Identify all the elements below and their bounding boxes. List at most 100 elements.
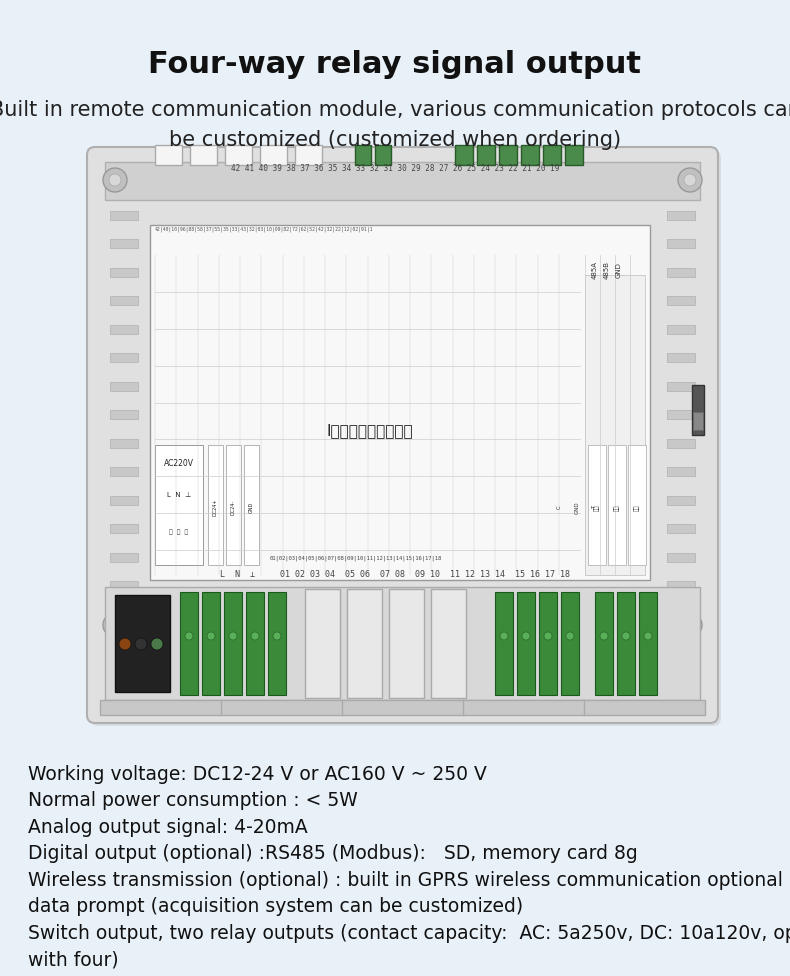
Circle shape	[678, 613, 702, 637]
Text: 日标: 日标	[634, 505, 640, 510]
Bar	[295, 145, 322, 165]
Text: AC220V: AC220V	[164, 460, 194, 468]
Circle shape	[544, 632, 552, 640]
Bar	[105, 587, 700, 700]
Circle shape	[229, 632, 237, 640]
Text: Normal power consumption : < 5W: Normal power consumption : < 5W	[28, 792, 358, 810]
Bar	[110, 496, 138, 505]
Bar	[585, 275, 645, 575]
Bar	[110, 382, 138, 390]
Bar	[110, 410, 138, 420]
Bar	[539, 592, 557, 695]
Circle shape	[151, 638, 163, 650]
Text: 行标: 行标	[594, 505, 600, 510]
Bar	[244, 445, 259, 565]
Text: 485B: 485B	[604, 261, 610, 279]
Text: data prompt (acquisition system can be customized): data prompt (acquisition system can be c…	[28, 897, 523, 916]
Circle shape	[207, 632, 215, 640]
Bar	[628, 445, 646, 565]
Bar	[639, 592, 657, 695]
Bar	[455, 145, 473, 165]
Circle shape	[600, 632, 608, 640]
Bar	[110, 239, 138, 249]
Bar	[105, 162, 700, 200]
Bar	[495, 592, 513, 695]
Text: L  N  ⊥: L N ⊥	[167, 492, 191, 498]
Text: Built in remote communication module, various communication protocols can: Built in remote communication module, va…	[0, 100, 790, 120]
Bar	[155, 445, 203, 565]
Bar	[667, 297, 695, 305]
Bar	[110, 468, 138, 476]
Text: 42 41 40 39 38 37 36 35 34 33 32 31 30 29 28 27 26 25 24 23 22 21 20 19: 42 41 40 39 38 37 36 35 34 33 32 31 30 2…	[231, 164, 559, 173]
Text: 国标: 国标	[614, 505, 620, 510]
Text: T: T	[592, 506, 597, 509]
Bar	[667, 438, 695, 448]
Text: 01|02|03|04|05|06|07|08|09|10|11|12|13|14|15|16|17|18: 01|02|03|04|05|06|07|08|09|10|11|12|13|1…	[270, 555, 442, 561]
Bar	[692, 385, 704, 435]
Bar	[225, 145, 252, 165]
Text: 485A: 485A	[592, 261, 598, 279]
Bar	[667, 382, 695, 390]
Text: L  N  ⊥     01 02 03 04  05 06  07 08  09 10  11 12 13 14  15 16 17 18: L N ⊥ 01 02 03 04 05 06 07 08 09 10 11 1…	[220, 570, 570, 579]
Circle shape	[103, 613, 127, 637]
Text: C: C	[556, 506, 562, 509]
FancyBboxPatch shape	[90, 150, 721, 726]
FancyBboxPatch shape	[87, 147, 718, 723]
Bar	[110, 438, 138, 448]
Bar	[667, 239, 695, 249]
Bar	[110, 581, 138, 590]
Bar	[667, 325, 695, 334]
Bar	[115, 595, 170, 692]
Bar	[224, 592, 242, 695]
Bar	[667, 524, 695, 533]
Text: Wireless transmission (optional) : built in GPRS wireless communication optional: Wireless transmission (optional) : built…	[28, 871, 790, 890]
Text: 42|40|10|96|88|58|37|55|35|33|43|32|03|10|09|82|72|62|52|42|32|22|12|02|91|1: 42|40|10|96|88|58|37|55|35|33|43|32|03|1…	[155, 227, 374, 232]
Bar	[155, 145, 182, 165]
Bar	[110, 552, 138, 561]
Text: Analog output signal: 4-20mA: Analog output signal: 4-20mA	[28, 818, 308, 836]
Bar	[355, 145, 371, 165]
Bar	[110, 353, 138, 362]
Circle shape	[185, 632, 193, 640]
Bar	[110, 524, 138, 533]
Bar	[347, 589, 382, 698]
Text: DC24-: DC24-	[231, 500, 235, 515]
Bar	[499, 145, 517, 165]
Bar	[565, 145, 583, 165]
Circle shape	[684, 619, 696, 631]
Bar	[100, 700, 705, 715]
Bar	[608, 445, 626, 565]
Text: GND: GND	[249, 502, 254, 513]
Bar	[521, 145, 539, 165]
Bar	[667, 552, 695, 561]
Circle shape	[522, 632, 530, 640]
Bar	[588, 445, 606, 565]
Text: GND: GND	[574, 502, 580, 513]
Circle shape	[622, 632, 630, 640]
Bar	[110, 268, 138, 277]
Text: Switch output, two relay outputs (contact capacity:  AC: 5a250v, DC: 10a120v, op: Switch output, two relay outputs (contac…	[28, 923, 790, 943]
Bar	[208, 445, 223, 565]
Bar	[150, 225, 650, 580]
Text: be customized (customized when ordering): be customized (customized when ordering)	[169, 130, 621, 150]
Bar	[110, 325, 138, 334]
Bar	[246, 592, 264, 695]
Bar	[667, 211, 695, 220]
Circle shape	[109, 174, 121, 186]
Bar	[543, 145, 561, 165]
Circle shape	[566, 632, 574, 640]
Bar	[617, 592, 635, 695]
Bar	[226, 445, 241, 565]
Bar	[561, 592, 579, 695]
Text: I型超声波明渠流量计: I型超声波明渠流量计	[327, 424, 413, 438]
Bar	[693, 412, 703, 430]
Circle shape	[251, 632, 259, 640]
Bar	[190, 145, 217, 165]
Circle shape	[103, 168, 127, 192]
Bar	[431, 589, 466, 698]
Circle shape	[684, 174, 696, 186]
Bar	[517, 592, 535, 695]
Circle shape	[135, 638, 147, 650]
Circle shape	[119, 638, 131, 650]
Text: Digital output (optional) :RS485 (Modbus):   SD, memory card 8g: Digital output (optional) :RS485 (Modbus…	[28, 844, 638, 863]
